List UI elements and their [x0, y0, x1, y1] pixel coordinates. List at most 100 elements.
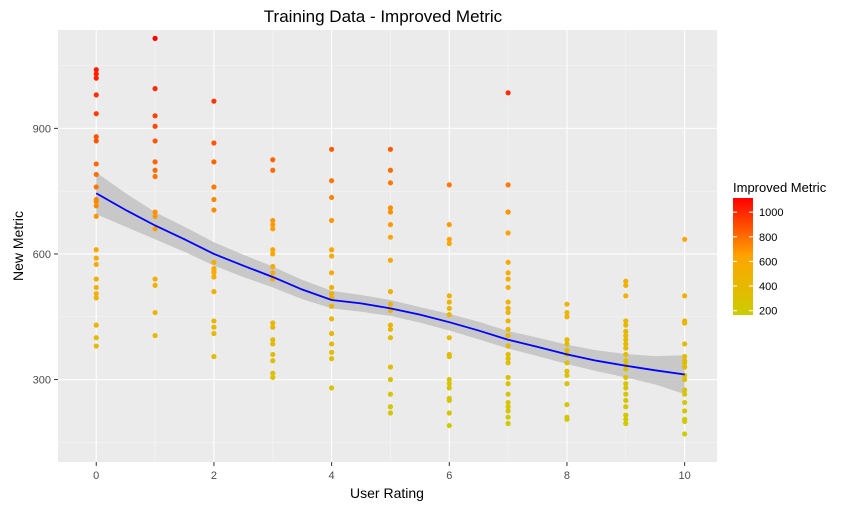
scatter-point	[211, 98, 217, 104]
scatter-point	[270, 324, 276, 330]
scatter-point	[623, 332, 629, 339]
scatter-point	[387, 167, 394, 173]
scatter-point	[152, 86, 158, 92]
plot-panel	[58, 30, 717, 462]
scatter-point	[152, 282, 158, 288]
scatter-point	[270, 157, 276, 163]
scatter-point	[505, 299, 511, 305]
scatter-point	[682, 364, 688, 370]
scatter-point	[682, 418, 688, 424]
scatter-point	[446, 293, 452, 299]
scatter-point	[682, 341, 688, 347]
scatter-point	[564, 381, 570, 387]
scatter-point	[505, 276, 511, 282]
scatter-point	[270, 320, 276, 326]
scatter-point	[329, 349, 335, 355]
x-tick-label: 10	[679, 470, 691, 482]
scatter-point	[329, 253, 335, 259]
scatter-point	[93, 171, 99, 178]
y-tick-label: 900	[33, 123, 51, 135]
scatter-point	[564, 341, 570, 347]
scatter-point	[446, 236, 452, 242]
scatter-point	[564, 301, 570, 307]
scatter-point	[93, 335, 99, 341]
scatter-point	[152, 123, 158, 129]
scatter-point	[152, 213, 158, 219]
scatter-point	[211, 196, 217, 203]
scatter-point	[505, 356, 511, 362]
scatter-point	[505, 318, 511, 324]
scatter-point	[623, 416, 629, 422]
scatter-point	[505, 332, 511, 339]
scatter-point	[623, 397, 629, 404]
scatter-point	[329, 356, 335, 362]
scatter-point	[329, 247, 335, 253]
scatter-point	[270, 167, 276, 173]
scatter-point	[623, 337, 629, 343]
scatter-point	[211, 159, 217, 165]
scatter-point	[564, 368, 570, 374]
scatter-point	[623, 385, 629, 391]
scatter-point	[329, 146, 335, 152]
scatter-point	[387, 404, 394, 410]
scatter-point	[270, 351, 276, 358]
scatter-point	[505, 305, 511, 311]
scatter-point	[211, 184, 217, 190]
smooth-line	[95, 192, 685, 376]
scatter-point	[446, 240, 452, 247]
scatter-point	[564, 372, 570, 378]
scatter-point	[682, 408, 688, 414]
scatter-point	[446, 353, 452, 360]
scatter-point	[446, 222, 452, 228]
scatter-point	[329, 284, 335, 291]
scatter-point	[564, 347, 570, 353]
scatter-point	[93, 67, 99, 73]
scatter-point	[505, 343, 511, 349]
scatter-point	[505, 309, 511, 316]
scatter-point	[505, 90, 511, 96]
scatter-point	[505, 391, 511, 397]
x-tick-label: 6	[446, 470, 452, 482]
scatter-point	[682, 387, 688, 393]
scatter-point	[623, 374, 629, 381]
scatter-point	[152, 276, 158, 282]
scatter-point	[93, 284, 99, 291]
scatter-point	[270, 370, 276, 376]
scatter-point	[329, 316, 335, 322]
legend-colorbar	[733, 198, 753, 315]
scatter-point	[270, 222, 276, 228]
scatter-point	[270, 217, 276, 224]
scatter-point	[446, 182, 452, 188]
scatter-point	[93, 291, 99, 297]
scatter-points	[93, 35, 688, 437]
y-axis-ticks: 300 600 900	[33, 123, 58, 387]
scatter-point	[329, 178, 335, 184]
scatter-point	[329, 270, 335, 276]
scatter-point	[505, 404, 511, 410]
legend-title: Improved Metric	[733, 180, 827, 195]
scatter-point	[623, 293, 629, 299]
scatter-point	[93, 276, 99, 282]
scatter-point	[93, 75, 99, 81]
x-tick-label: 0	[93, 470, 99, 482]
x-tick-label: 8	[564, 470, 570, 482]
scatter-point	[623, 341, 629, 347]
scatter-point	[387, 364, 394, 370]
scatter-point	[329, 291, 335, 297]
scatter-point	[505, 182, 511, 188]
scatter-point	[270, 247, 276, 253]
smooth-line-layer	[95, 192, 685, 376]
y-tick-label: 300	[33, 375, 51, 387]
scatter-point	[446, 410, 452, 416]
scatter-point	[211, 318, 217, 324]
scatter-point	[270, 270, 276, 276]
scatter-point	[270, 374, 276, 381]
chart-title: Training Data - Improved Metric	[264, 7, 503, 26]
scatter-point	[505, 374, 511, 381]
scatter-point	[329, 303, 335, 309]
scatter-point	[387, 335, 394, 341]
scatter-point	[93, 111, 99, 117]
scatter-point	[446, 385, 452, 391]
scatter-point	[211, 353, 217, 360]
scatter-point	[93, 71, 99, 77]
